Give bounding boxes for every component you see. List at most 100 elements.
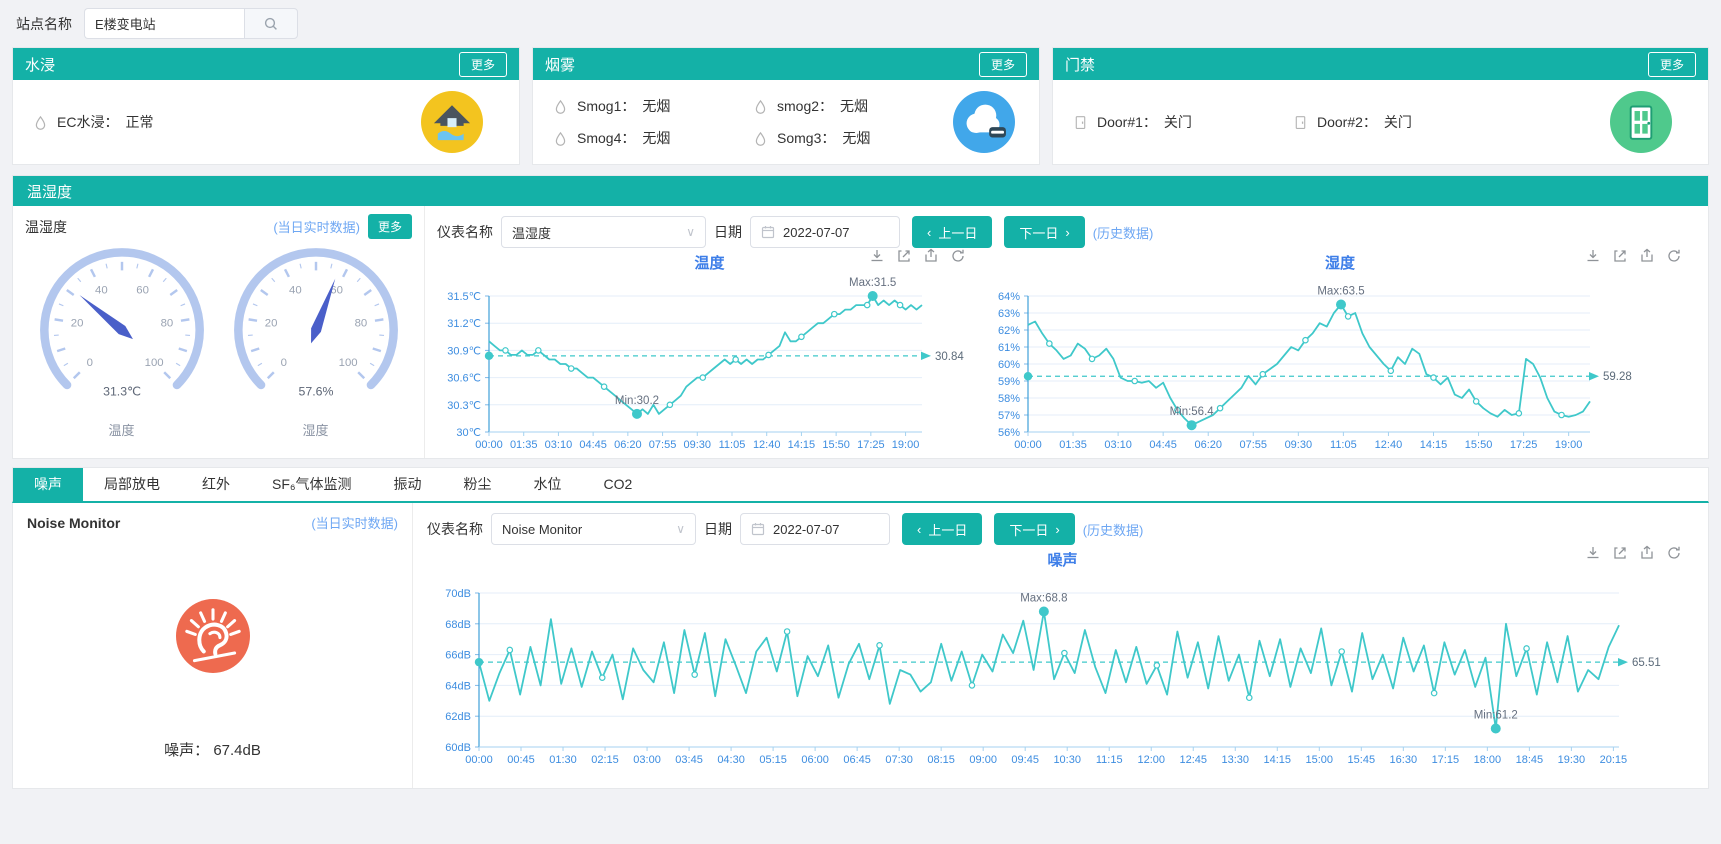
status-cards-row: 水浸 更多 EC水浸： 正常 烟雾 更多 Smog1： 无烟 smog2： — [12, 47, 1709, 165]
separator: ： — [194, 742, 210, 759]
svg-text:31.3℃: 31.3℃ — [103, 384, 141, 398]
svg-text:03:10: 03:10 — [1104, 439, 1132, 451]
svg-text:64dB: 64dB — [445, 680, 471, 692]
status-item-value: 无烟 — [642, 130, 671, 146]
svg-text:12:40: 12:40 — [753, 439, 781, 451]
noise-chart-panel: 仪表名称 Noise Monitor ∨ 日期 2022-07-07 ‹ 上一日… — [413, 503, 1708, 788]
status-item-name: EC水浸： — [57, 114, 119, 130]
calendar-icon — [761, 226, 775, 239]
door-small-icon — [1075, 115, 1086, 129]
calendar-icon — [751, 523, 765, 536]
download-icon[interactable] — [1585, 248, 1601, 264]
noise-history-data-link[interactable]: (历史数据) — [1082, 522, 1144, 538]
noise-realtime-data-link[interactable]: (当日实时数据) — [311, 516, 398, 531]
svg-text:31.2℃: 31.2℃ — [447, 318, 481, 330]
tab-3[interactable]: SF₆气体监测 — [272, 476, 352, 492]
card-water-header: 水浸 更多 — [13, 48, 519, 80]
status-item: smog2： 无烟 — [753, 96, 953, 116]
svg-text:15:50: 15:50 — [1465, 439, 1493, 451]
zoom-box-icon[interactable] — [896, 248, 912, 264]
svg-text:30.84: 30.84 — [935, 351, 964, 363]
chevron-left-icon: ‹ — [927, 224, 932, 240]
site-name-input[interactable] — [84, 8, 244, 39]
tab-4[interactable]: 振动 — [393, 476, 422, 492]
download-icon[interactable] — [1585, 545, 1601, 561]
search-button[interactable] — [244, 8, 298, 39]
svg-text:18:45: 18:45 — [1516, 754, 1544, 766]
status-item-value: 关门 — [1163, 114, 1192, 130]
svg-text:62%: 62% — [998, 325, 1020, 337]
svg-text:62dB: 62dB — [445, 711, 471, 723]
droplet-icon — [555, 131, 566, 146]
card-door-more-button[interactable]: 更多 — [1647, 51, 1696, 77]
svg-text:15:45: 15:45 — [1348, 754, 1376, 766]
svg-text:60%: 60% — [998, 359, 1020, 371]
card-smoke-more-button[interactable]: 更多 — [978, 51, 1027, 77]
svg-text:03:10: 03:10 — [545, 439, 573, 451]
chevron-down-icon: ∨ — [686, 225, 695, 239]
tab-6[interactable]: 水位 — [533, 476, 562, 492]
svg-text:17:15: 17:15 — [1432, 754, 1460, 766]
download-icon[interactable] — [869, 248, 885, 264]
humidity-chart-title: 湿度 — [1324, 255, 1355, 272]
gauge-label: 湿度 — [302, 423, 329, 438]
meter-select[interactable]: 温湿度 ∨ — [501, 216, 706, 248]
svg-text:14:15: 14:15 — [1264, 754, 1292, 766]
refresh-icon[interactable] — [1666, 248, 1682, 264]
svg-text:57.6%: 57.6% — [298, 384, 333, 398]
svg-text:09:30: 09:30 — [1285, 439, 1313, 451]
prev-day-button[interactable]: ‹ 上一日 — [912, 216, 993, 248]
svg-text:Max:31.5: Max:31.5 — [849, 277, 896, 289]
temperature-chart: 温度 30℃ 30.3℃ 30.6℃ 30.9℃ 31.2℃ 31.5℃ 00:00 01:3… — [437, 248, 982, 461]
svg-text:09:30: 09:30 — [684, 439, 712, 451]
status-item-name: Smog4： — [577, 130, 636, 146]
noise-next-day-button[interactable]: 下一日 › — [994, 513, 1075, 545]
svg-text:57%: 57% — [998, 410, 1020, 422]
status-item: Door#2： 关门 — [1293, 112, 1513, 132]
zoom-reset-icon[interactable] — [1639, 248, 1655, 264]
svg-text:80: 80 — [354, 318, 367, 330]
svg-text:59.28: 59.28 — [1603, 371, 1632, 383]
droplet-icon — [755, 131, 766, 146]
date-picker[interactable]: 2022-07-07 — [750, 216, 900, 248]
svg-text:19:00: 19:00 — [1555, 439, 1583, 451]
card-door-title: 门禁 — [1065, 56, 1096, 74]
chart-toolbox — [1585, 248, 1682, 264]
refresh-icon[interactable] — [950, 248, 966, 264]
tab-0[interactable]: 噪声 — [13, 468, 83, 501]
next-day-button[interactable]: 下一日 › — [1004, 216, 1085, 248]
status-item-name: smog2： — [777, 98, 834, 114]
refresh-icon[interactable] — [1666, 545, 1682, 561]
chart-toolbox — [1585, 545, 1682, 561]
noise-prev-day-button[interactable]: ‹ 上一日 — [902, 513, 983, 545]
svg-text:65.51: 65.51 — [1632, 657, 1661, 669]
tab-2[interactable]: 红外 — [202, 476, 230, 492]
gauge-more-button[interactable]: 更多 — [367, 214, 412, 239]
svg-text:04:30: 04:30 — [717, 754, 745, 766]
svg-text:09:45: 09:45 — [1011, 754, 1039, 766]
svg-text:15:50: 15:50 — [822, 439, 850, 451]
status-item-name: Somg3： — [777, 130, 836, 146]
history-data-link[interactable]: (历史数据) — [1092, 225, 1154, 241]
svg-text:13:30: 13:30 — [1221, 754, 1249, 766]
svg-text:01:35: 01:35 — [1059, 439, 1087, 451]
card-water-more-button[interactable]: 更多 — [458, 51, 507, 77]
zoom-reset-icon[interactable] — [923, 248, 939, 264]
zoom-box-icon[interactable] — [1612, 248, 1628, 264]
tab-1[interactable]: 局部放电 — [104, 476, 160, 492]
zoom-reset-icon[interactable] — [1639, 545, 1655, 561]
svg-text:07:30: 07:30 — [885, 754, 913, 766]
zoom-box-icon[interactable] — [1612, 545, 1628, 561]
noise-meter-select[interactable]: Noise Monitor ∨ — [491, 513, 696, 545]
date-label: 日期 — [714, 224, 742, 240]
temperature-chart-title: 温度 — [694, 255, 725, 272]
smoke-cloud-icon — [953, 91, 1015, 153]
realtime-data-link[interactable]: (当日实时数据) — [273, 220, 360, 235]
svg-text:04:45: 04:45 — [1149, 439, 1177, 451]
status-item-value: 正常 — [125, 114, 154, 130]
tab-5[interactable]: 粉尘 — [463, 476, 492, 492]
svg-text:Max:63.5: Max:63.5 — [1317, 286, 1364, 298]
tab-7[interactable]: CO2 — [603, 476, 633, 492]
svg-text:01:35: 01:35 — [510, 439, 538, 451]
noise-date-picker[interactable]: 2022-07-07 — [740, 513, 890, 545]
